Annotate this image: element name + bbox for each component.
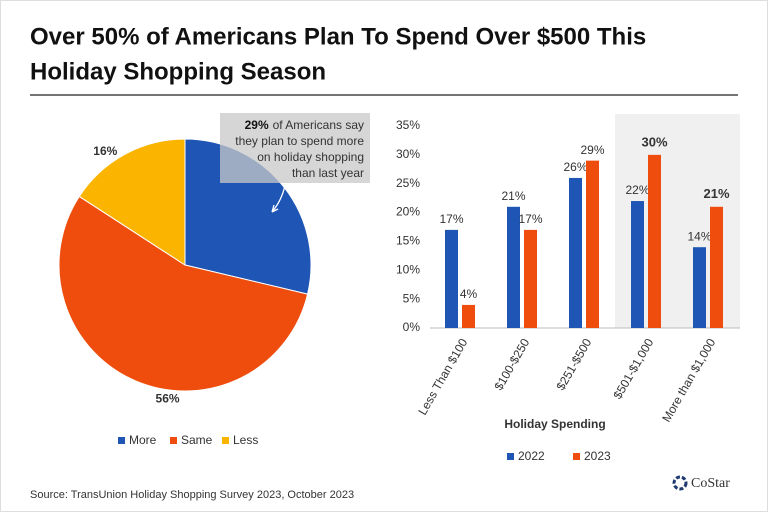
value-label: 21%	[501, 189, 525, 203]
legend-label: 2022	[518, 449, 545, 463]
annotation-arrow	[271, 184, 286, 213]
annotation-text: than last year	[292, 166, 364, 180]
annotation-value: 29%	[245, 118, 269, 132]
y-tick-label: 15%	[396, 234, 420, 248]
y-tick-label: 0%	[403, 320, 421, 334]
bar	[462, 304, 475, 328]
bar	[710, 206, 723, 328]
x-axis-title: Holiday Spending	[504, 417, 605, 431]
y-tick-label: 30%	[396, 147, 420, 161]
value-label: 30%	[641, 134, 667, 149]
annotation: 29% of Americans say	[245, 118, 364, 132]
value-label: 21%	[703, 186, 729, 201]
source: Source: TransUnion Holiday Shopping Surv…	[30, 489, 354, 501]
legend-swatch	[170, 437, 177, 444]
y-tick-label: 25%	[396, 176, 420, 190]
annotation-text: of Americans say	[273, 118, 364, 132]
y-tick-label: 35%	[396, 118, 420, 132]
annotation-text: they plan to spend more	[235, 134, 364, 148]
y-tick-label: 5%	[403, 291, 421, 305]
value-label: 17%	[439, 212, 463, 226]
legend-label: More	[129, 433, 157, 447]
bar	[693, 247, 706, 328]
annotation-text: on holiday shopping	[257, 150, 364, 164]
bar	[648, 154, 661, 328]
value-label: 4%	[460, 287, 478, 301]
pie-chart: More 56% Same 16% Less	[58, 138, 312, 447]
legend-swatch	[507, 453, 514, 460]
bar	[569, 177, 582, 328]
legend-swatch	[222, 437, 229, 444]
bar	[586, 160, 599, 328]
bar	[631, 201, 644, 328]
legend-label: Same	[181, 433, 213, 447]
legend-label: 2023	[584, 449, 611, 463]
logo: CoStar	[691, 476, 730, 491]
bar	[507, 206, 520, 328]
bar	[524, 229, 537, 328]
slice-label: 16%	[93, 144, 117, 158]
y-tick-label: 20%	[396, 205, 420, 219]
pie-slice	[184, 138, 312, 295]
legend-swatch	[118, 437, 125, 444]
value-label: 22%	[625, 183, 649, 197]
pie-slice	[78, 138, 186, 266]
value-label: 14%	[687, 229, 711, 243]
legend-swatch	[573, 453, 580, 460]
value-label: 26%	[563, 160, 587, 174]
bar	[445, 229, 458, 328]
legend-label: Less	[233, 433, 258, 447]
slice-label: 56%	[156, 391, 180, 405]
title-line: Over 50% of Americans Plan To Spend Over…	[30, 23, 646, 50]
value-label: 17%	[518, 212, 542, 226]
logo-mark	[672, 475, 688, 491]
y-tick-label: 10%	[396, 262, 420, 276]
value-label: 29%	[580, 143, 604, 157]
annotation-box	[220, 113, 370, 183]
title-line: Holiday Shopping Season	[30, 58, 326, 85]
pie-slice	[58, 195, 309, 392]
